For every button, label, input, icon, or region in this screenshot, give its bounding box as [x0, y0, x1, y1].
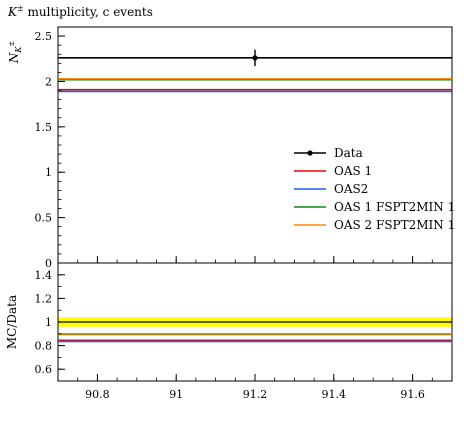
x-tick-label-3: 91.4	[322, 388, 347, 401]
legend: Data OAS 1 OAS2 OAS 1 FSPT2MIN 1 OAS 2 FSPT2…	[294, 146, 455, 232]
x-tick-label-1: 91	[169, 388, 183, 401]
main-y-tick-label-5: 2.5	[35, 30, 53, 43]
ratio-y-axis-title: MC/Data	[5, 295, 19, 349]
main-y-symbol: N	[7, 52, 21, 64]
legend-marker-data	[307, 150, 313, 156]
x-tick-label-2: 91.2	[243, 388, 268, 401]
ticks-layer: 0 0.5 1 1.5 2 2.5 0.6 0.8 1 1.2 1.4 90.8 91 91.2 91.4 9…	[35, 26, 453, 401]
legend-label-data: Data	[334, 146, 363, 160]
ratio-y-tick-label-0: 0.6	[35, 363, 53, 376]
main-y-axis-title: NK±	[7, 41, 23, 64]
ratio-y-tick-label-3: 1.2	[35, 292, 53, 305]
main-y-tick-label-4: 2	[45, 75, 52, 88]
legend-label-4: OAS 2 FSPT2MIN 1	[334, 218, 455, 232]
main-y-tick-label-2: 1	[45, 166, 52, 179]
ratio-band-layer	[58, 317, 452, 327]
x-tick-label-0: 90.8	[85, 388, 110, 401]
main-y-subsup: ±	[8, 41, 16, 47]
main-y-tick-label-1: 0.5	[35, 212, 53, 225]
legend-label-2: OAS2	[334, 182, 368, 196]
ratio-y-tick-label-2: 1	[45, 316, 52, 329]
legend-label-3: OAS 1 FSPT2MIN 1	[334, 200, 455, 214]
title-symbol-sup: ±	[17, 4, 24, 13]
legend-label-1: OAS 1	[334, 164, 372, 178]
chart-title: K± multiplicity, c events	[7, 4, 153, 19]
main-y-tick-label-0: 0	[45, 257, 52, 270]
main-y-tick-label-3: 1.5	[35, 121, 53, 134]
series-lines-layer	[58, 77, 452, 343]
ratio-y-tick-label-1: 0.8	[35, 340, 53, 353]
main-y-subscript: K	[14, 46, 23, 54]
data-point	[252, 55, 258, 61]
x-tick-label-4: 91.6	[400, 388, 425, 401]
title-symbol: K	[7, 5, 18, 19]
ratio-y-tick-label-4: 1.4	[35, 269, 53, 282]
title-text: multiplicity, c events	[28, 5, 153, 19]
data-marker-layer	[58, 49, 452, 67]
